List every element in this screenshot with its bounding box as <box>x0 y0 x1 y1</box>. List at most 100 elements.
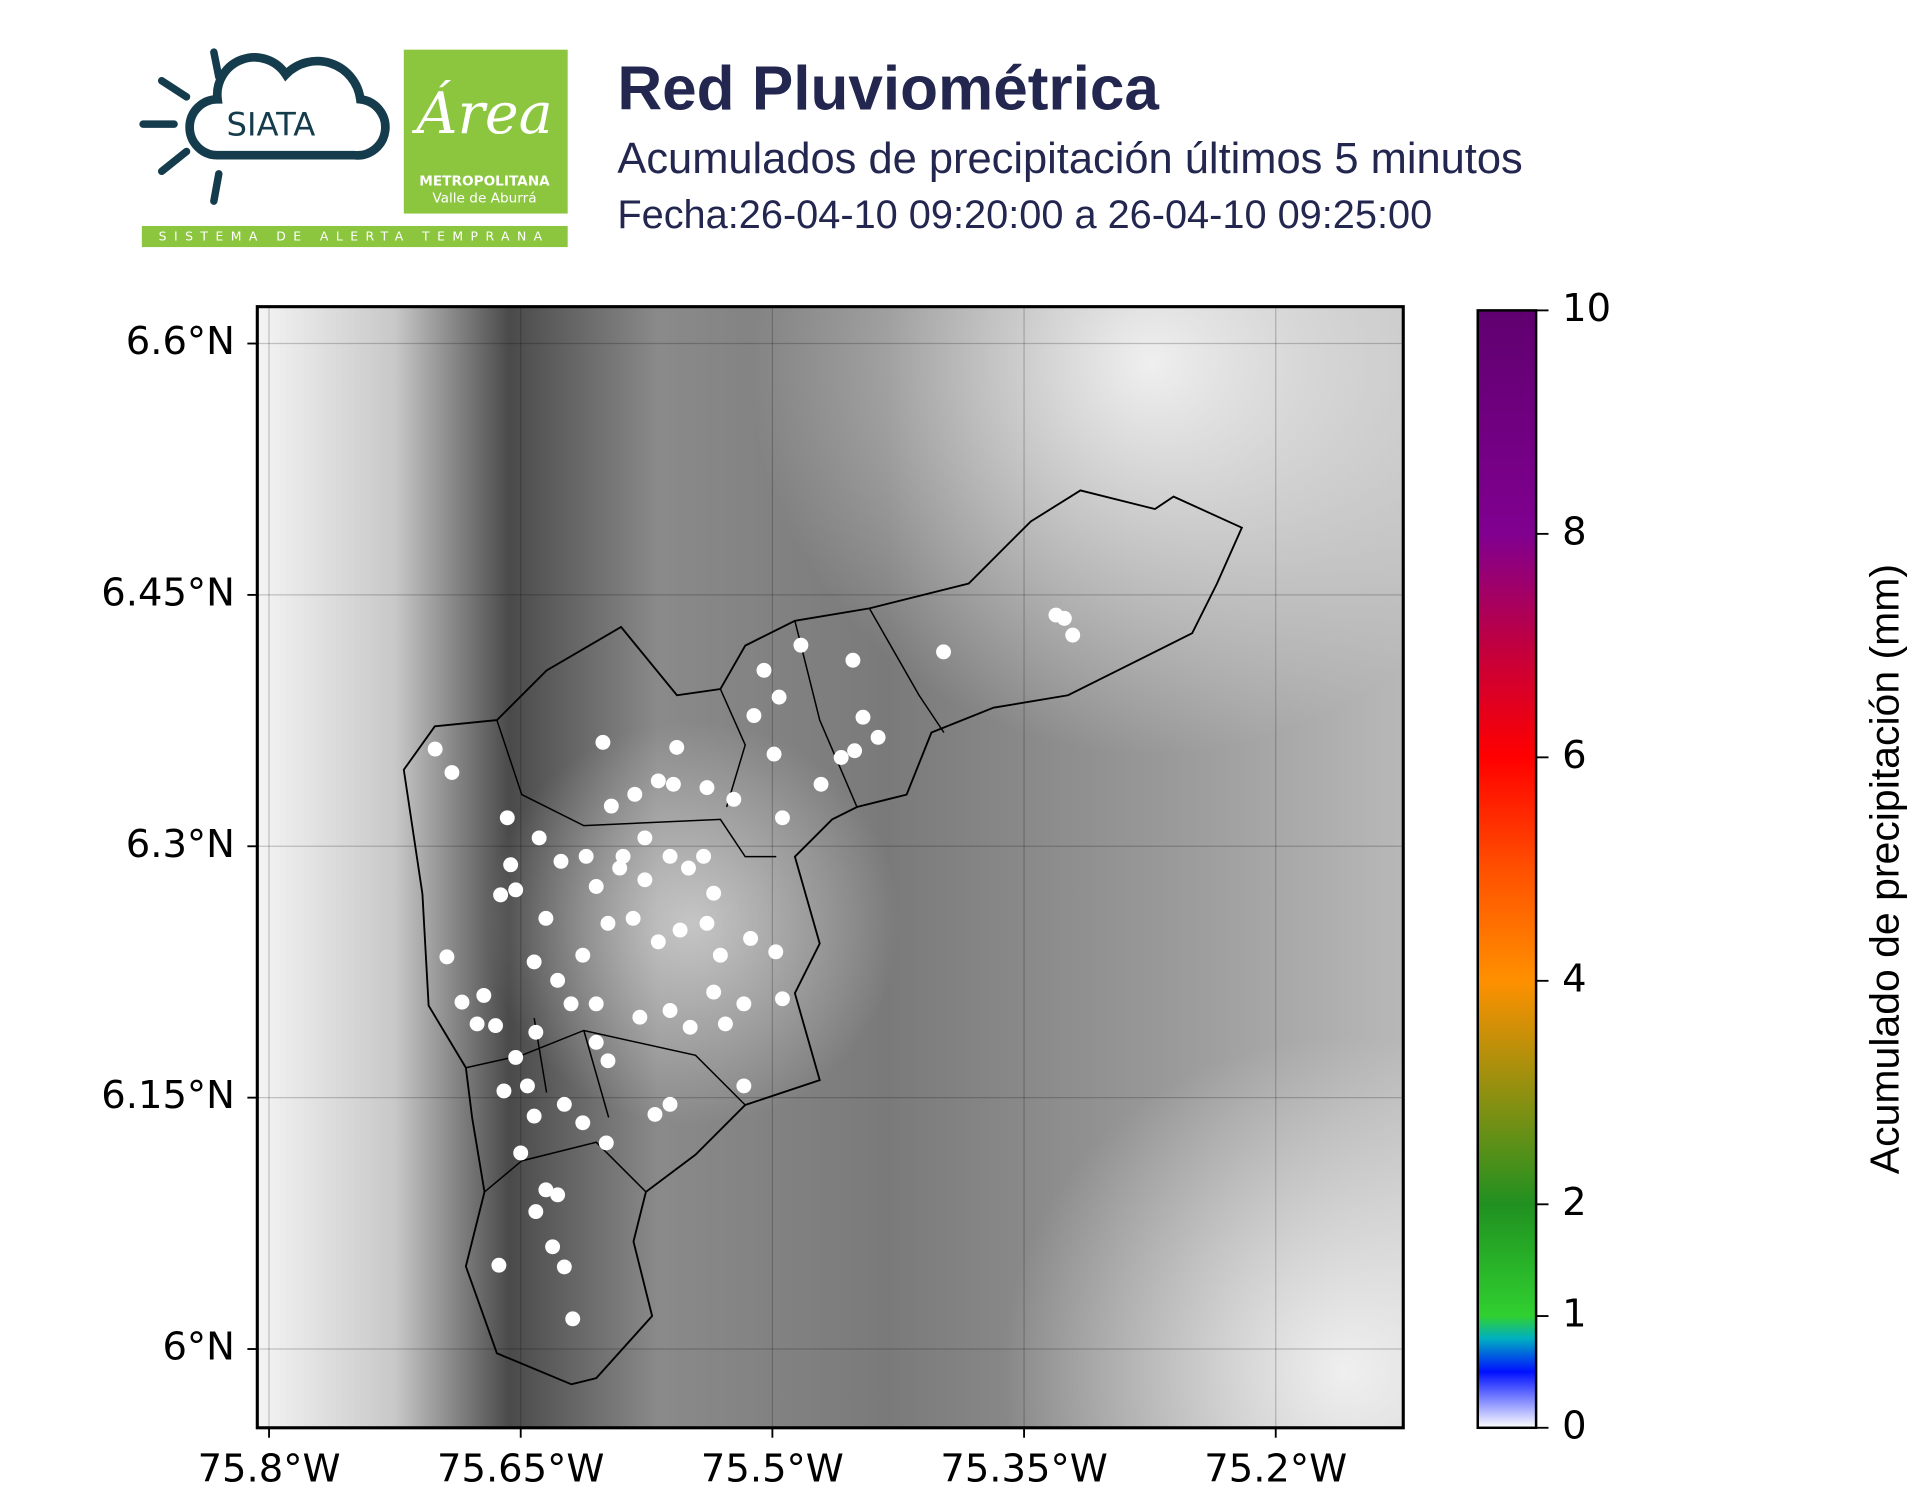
station <box>736 996 752 1012</box>
station <box>717 1016 733 1032</box>
cloud <box>185 53 390 160</box>
station <box>526 1108 542 1124</box>
station <box>637 872 653 888</box>
station <box>563 996 579 1012</box>
station <box>503 857 519 873</box>
station <box>454 994 470 1010</box>
station <box>1056 610 1072 626</box>
station <box>575 947 591 963</box>
station <box>439 949 455 965</box>
station <box>706 885 722 901</box>
station <box>519 1078 535 1094</box>
logo-band <box>141 225 568 248</box>
station <box>712 947 728 963</box>
station <box>578 848 594 864</box>
station <box>491 1257 507 1273</box>
station <box>615 848 631 864</box>
station <box>736 1078 752 1094</box>
station <box>833 750 849 765</box>
station <box>469 1016 485 1032</box>
station <box>556 1259 572 1275</box>
station <box>746 708 762 724</box>
station <box>847 743 863 759</box>
y-tick-label: 6.3°N <box>126 822 235 867</box>
station <box>793 637 809 653</box>
station <box>870 729 886 745</box>
station <box>550 1187 566 1203</box>
station <box>444 765 460 780</box>
area-text: Área <box>411 79 552 147</box>
station <box>476 987 492 1003</box>
station <box>682 1019 698 1035</box>
station <box>538 910 554 926</box>
station <box>603 798 619 814</box>
station <box>588 996 604 1012</box>
station <box>632 1009 648 1025</box>
station <box>513 1145 529 1161</box>
map-frame <box>255 305 1405 1430</box>
colorbar-tick-label: 6 <box>1562 733 1586 778</box>
station <box>565 1311 581 1327</box>
station <box>699 780 715 796</box>
y-tick-label: 6°N <box>162 1325 235 1370</box>
station <box>813 776 829 792</box>
station <box>588 1034 604 1050</box>
colorbar-tick-label: 2 <box>1562 1180 1586 1225</box>
station <box>575 1115 591 1131</box>
station <box>531 830 547 846</box>
station <box>699 915 715 931</box>
station <box>588 879 604 894</box>
siata-text: SIATA <box>227 106 316 144</box>
station <box>669 739 685 755</box>
station <box>550 972 566 988</box>
station <box>1065 627 1081 643</box>
station <box>766 746 782 762</box>
colorbar-tick-label: 0 <box>1562 1403 1586 1448</box>
x-tick-label: 75.35°W <box>940 1447 1107 1492</box>
station <box>662 1096 678 1112</box>
station <box>627 786 643 802</box>
colorbar-label: Acumulado de precipitación (mm) <box>1861 564 1907 1174</box>
station <box>538 1182 554 1198</box>
station <box>528 1204 544 1220</box>
station <box>647 1106 663 1122</box>
terrain <box>257 306 1404 1428</box>
colorbar-tick-label: 1 <box>1562 1292 1586 1337</box>
y-tick-label: 6.15°N <box>101 1073 235 1118</box>
y-tick-label: 6.6°N <box>126 319 235 364</box>
station <box>493 887 509 903</box>
logo-box <box>403 49 568 214</box>
station <box>427 741 443 757</box>
station <box>696 848 712 864</box>
x-tick-label: 75.5°W <box>701 1447 844 1492</box>
station <box>775 991 790 1007</box>
x-tick-label: 75.65°W <box>437 1447 604 1492</box>
station <box>855 709 871 725</box>
x-tick-label: 75.2°W <box>1204 1447 1347 1492</box>
station <box>496 1083 512 1099</box>
station <box>650 773 666 789</box>
station <box>650 934 666 950</box>
area-logo: Área METROPOLITANA Valle de Aburrá SISTE… <box>141 49 568 248</box>
station <box>545 1239 561 1255</box>
station <box>598 1135 614 1151</box>
station <box>488 1018 503 1034</box>
system-text: SISTEMA DE ALERTA TEMPRANA <box>159 229 550 244</box>
station <box>672 922 688 938</box>
station <box>936 644 951 660</box>
siata-logo: SIATA <box>139 48 390 205</box>
subtitle: Acumulados de precipitación últimos 5 mi… <box>617 135 1522 183</box>
station <box>612 860 628 876</box>
station <box>681 860 696 876</box>
station <box>771 689 787 705</box>
station <box>637 830 653 846</box>
station <box>706 984 722 1000</box>
station <box>556 1096 572 1112</box>
station <box>553 853 569 869</box>
station <box>600 1053 616 1069</box>
station <box>662 848 678 864</box>
sun-rays <box>139 48 223 205</box>
station <box>600 915 616 931</box>
title: Red Pluviométrica <box>617 55 1159 124</box>
